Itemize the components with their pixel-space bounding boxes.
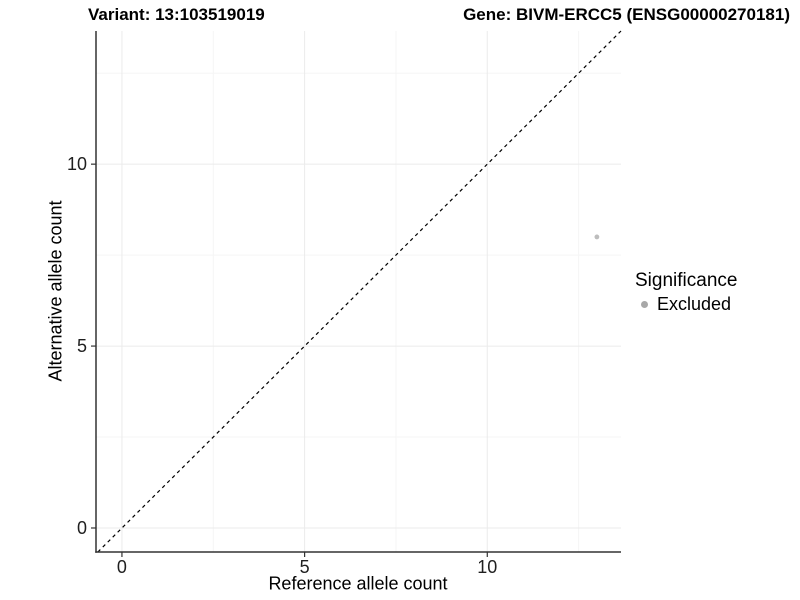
y-tick-label: 5 <box>77 336 87 356</box>
y-tick-label: 0 <box>77 518 87 538</box>
y-tick-label: 10 <box>67 154 87 174</box>
x-tick-label: 5 <box>300 557 310 577</box>
legend: Significance Excluded <box>633 270 737 315</box>
x-tick-label: 10 <box>477 557 497 577</box>
legend-item-excluded: Excluded <box>633 294 737 315</box>
gene-title: Gene: BIVM-ERCC5 (ENSG00000270181) <box>463 5 790 24</box>
legend-key-dot-icon <box>641 301 648 308</box>
x-tick-label: 0 <box>117 557 127 577</box>
variant-title: Variant: 13:103519019 <box>88 5 265 24</box>
legend-title: Significance <box>635 270 738 291</box>
identity-line <box>97 30 622 553</box>
data-point <box>594 234 600 240</box>
y-axis-title: Alternative allele count <box>45 200 66 382</box>
legend-item-label: Excluded <box>657 294 732 314</box>
x-axis-title: Reference allele count <box>268 573 448 594</box>
